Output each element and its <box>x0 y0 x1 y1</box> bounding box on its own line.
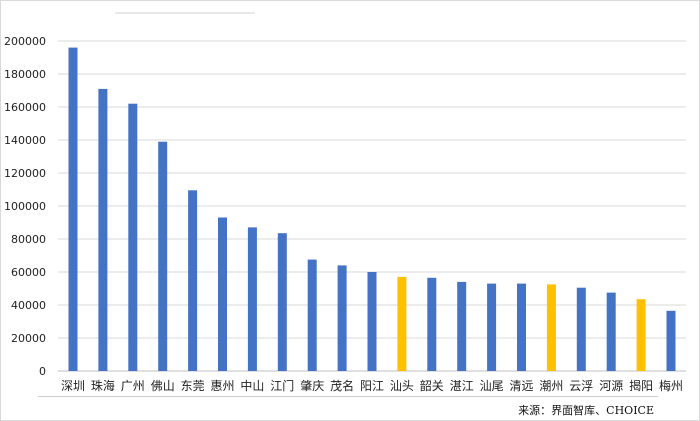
y-tick-label: 20000 <box>11 332 46 345</box>
x-category-label: 河源 <box>599 379 623 393</box>
bar <box>666 310 676 371</box>
x-category-label: 揭阳 <box>629 378 653 393</box>
bar <box>68 47 78 371</box>
bar <box>218 217 227 371</box>
bar <box>98 88 108 372</box>
y-tick-label: 120000 <box>4 167 46 180</box>
bar <box>427 277 437 371</box>
x-category-label: 珠海 <box>91 378 115 393</box>
bar <box>277 233 287 371</box>
bar <box>457 281 467 371</box>
bar <box>636 299 646 371</box>
x-category-label: 江门 <box>270 378 294 393</box>
bar <box>337 265 347 371</box>
bar <box>158 141 168 371</box>
x-category-label: 茂名 <box>330 378 354 393</box>
bar <box>576 287 586 371</box>
x-category-label: 湛江 <box>450 379 474 393</box>
y-tick-label: 0 <box>39 365 46 378</box>
x-category-label: 汕头 <box>390 379 414 393</box>
y-tick-label: 140000 <box>4 134 46 147</box>
bar <box>188 190 198 371</box>
bar <box>307 259 317 371</box>
x-category-label: 韶关 <box>420 378 444 393</box>
bar <box>128 103 138 371</box>
x-category-label: 佛山 <box>151 379 175 393</box>
bar <box>397 276 407 371</box>
x-category-label: 汕尾 <box>480 379 504 393</box>
x-category-label: 广州 <box>121 379 145 393</box>
y-tick-label: 200000 <box>4 35 46 48</box>
x-category-label: 肇庆 <box>300 378 324 393</box>
x-category-label: 梅州 <box>659 378 683 393</box>
x-category-label: 阳江 <box>360 379 384 393</box>
bar <box>606 292 616 371</box>
y-tick-label: 80000 <box>11 233 46 246</box>
y-tick-label: 180000 <box>4 68 46 81</box>
x-category-label: 惠州 <box>210 379 234 393</box>
x-category-label: 深圳 <box>61 379 85 393</box>
x-category-label: 云浮 <box>569 379 593 393</box>
x-category-label: 清远 <box>509 379 533 393</box>
y-tick-label: 60000 <box>11 266 46 279</box>
y-tick-label: 160000 <box>4 101 46 114</box>
bar <box>247 227 257 371</box>
y-tick-label: 40000 <box>11 299 46 312</box>
decorative-line <box>115 12 255 14</box>
x-category-label: 潮州 <box>539 378 563 393</box>
x-category-label: 中山 <box>240 378 264 393</box>
bar <box>367 272 377 371</box>
x-category-label: 东莞 <box>181 379 205 393</box>
bar <box>546 284 556 371</box>
y-tick-label: 100000 <box>4 200 46 213</box>
source-note: 来源：界面智库、CHOICE <box>518 404 654 417</box>
bar <box>517 283 526 371</box>
source-divider <box>38 396 658 397</box>
bar <box>487 283 497 371</box>
